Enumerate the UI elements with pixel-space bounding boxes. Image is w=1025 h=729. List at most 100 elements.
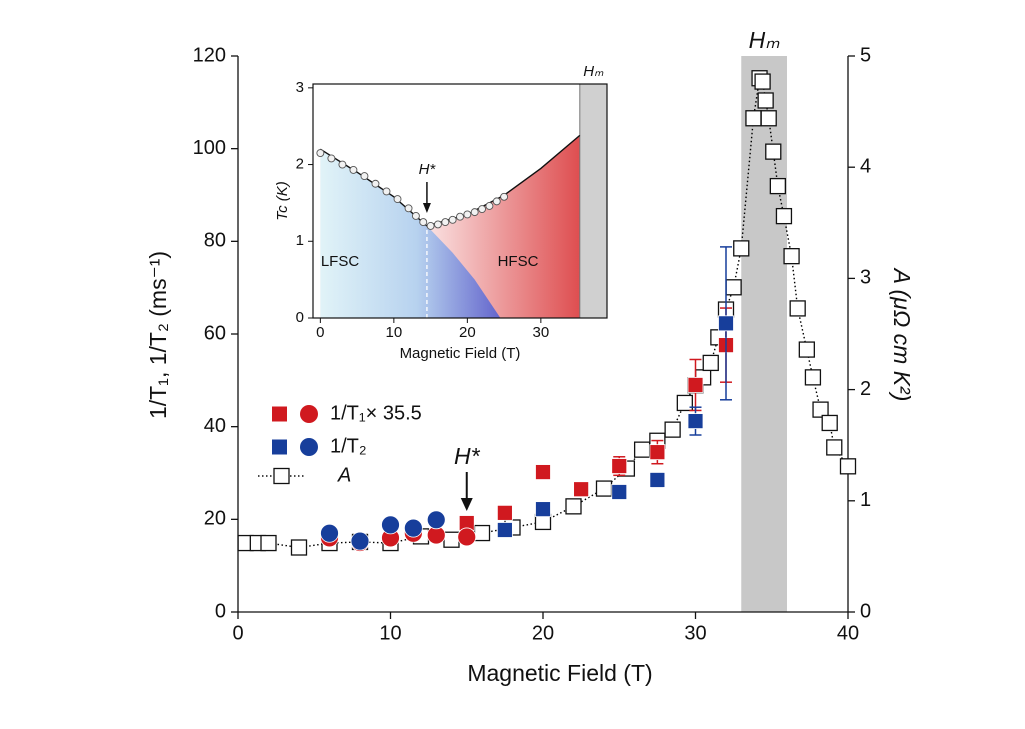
x-tick-label: 10 [379,622,401,644]
lfsc-label: LFSC [321,253,360,270]
square-point [649,444,666,461]
y-tick-label: 20 [204,508,226,530]
y2-tick-label: 2 [860,378,871,400]
inset-hstar-arrowhead [422,203,431,213]
tc-point [382,187,391,196]
y-tick-label: 60 [204,322,226,344]
y2-tick-label: 4 [860,155,871,177]
inset-hstar-label: H* [419,161,437,178]
a-point [812,401,829,418]
a-point [754,73,771,90]
square-point [573,481,590,498]
a-point [839,458,857,475]
inset-y-tick-label: 0 [296,309,304,326]
square-point [496,504,513,521]
tc-point [426,221,435,230]
tc-point [419,218,428,227]
y2-tick-label: 0 [860,600,871,622]
y-axis-label: 1/T₁, 1/T₂ (ms⁻¹) [145,251,171,419]
square-point [611,484,628,500]
a-point [733,240,750,257]
tc-point [371,179,380,188]
y2-tick-label: 5 [860,44,871,66]
hfsc-label: HFSC [498,253,539,270]
legend-square [272,439,287,455]
legend-square [272,406,287,422]
tc-point [434,220,442,229]
a-point [757,92,774,109]
tc-point [327,154,336,163]
inset-y-tick-label: 1 [296,232,304,249]
tc-point [404,204,413,213]
a-point [595,480,613,497]
tc-point [492,197,501,206]
legend-circle [300,438,318,456]
a-point [769,177,786,195]
tc-point [463,210,472,219]
a-point [633,441,651,458]
a-point [664,421,681,438]
inset-y-label: Tc (K) [274,181,291,220]
y-tick-label: 120 [193,44,226,66]
y2-tick-label: 1 [860,489,871,511]
inset-x-tick-label: 10 [386,324,403,341]
circle-point [381,515,400,535]
tc-point [338,160,347,169]
x-tick-label: 30 [684,622,706,644]
inset-frame [312,83,608,319]
circle-point [403,518,423,538]
a-point [789,300,806,317]
square-point [611,458,628,474]
circle-point [350,531,370,551]
x-axis-label: Magnetic Field (T) [467,660,652,686]
circle-point [457,527,477,547]
y-tick-label: 80 [204,230,226,252]
a-point [676,394,693,412]
inset-x-tick-label: 0 [316,324,324,341]
a-point [745,110,762,127]
a-point [725,279,742,296]
hm-label: Hₘ [749,27,781,53]
tc-point [349,165,358,174]
a-point [702,354,719,372]
inset-x-label: Magnetic Field (T) [400,345,521,362]
inset-x-tick-label: 30 [533,324,550,341]
a-point [260,534,277,552]
a-point [783,248,800,265]
tc-point [360,172,369,181]
tc-point [316,149,325,157]
tc-point [485,202,494,210]
y2-axis-label: A (μΩ cm K²) [889,267,915,402]
square-point [649,472,666,488]
legend-label: A [337,464,351,486]
inset-x-tick-label: 20 [459,324,476,341]
a-point [821,414,838,432]
tc-point [441,218,450,227]
a-point [804,369,822,386]
x-tick-label: 20 [532,622,554,644]
tc-point [500,192,509,201]
square-point [535,501,551,518]
y2-tick-label: 3 [860,267,871,289]
square-point [496,522,513,538]
hstar-arrowhead [460,498,473,511]
a-point [565,498,582,515]
a-point [798,341,815,358]
square-point [687,377,704,393]
inset-hm-label: Hₘ [583,63,604,80]
a-point [443,531,460,548]
hm-band [741,56,787,612]
y-tick-label: 100 [193,137,226,159]
square-point [687,413,704,430]
y-tick-label: 0 [215,600,226,622]
x-tick-label: 0 [232,622,243,644]
a-point [765,143,782,160]
inset-y-tick-label: 3 [296,79,304,96]
tc-point [456,212,464,221]
tc-point [470,208,479,217]
square-point [718,315,734,332]
tc-point [411,212,420,220]
legend-open-square [273,467,290,485]
circle-point [320,523,339,543]
